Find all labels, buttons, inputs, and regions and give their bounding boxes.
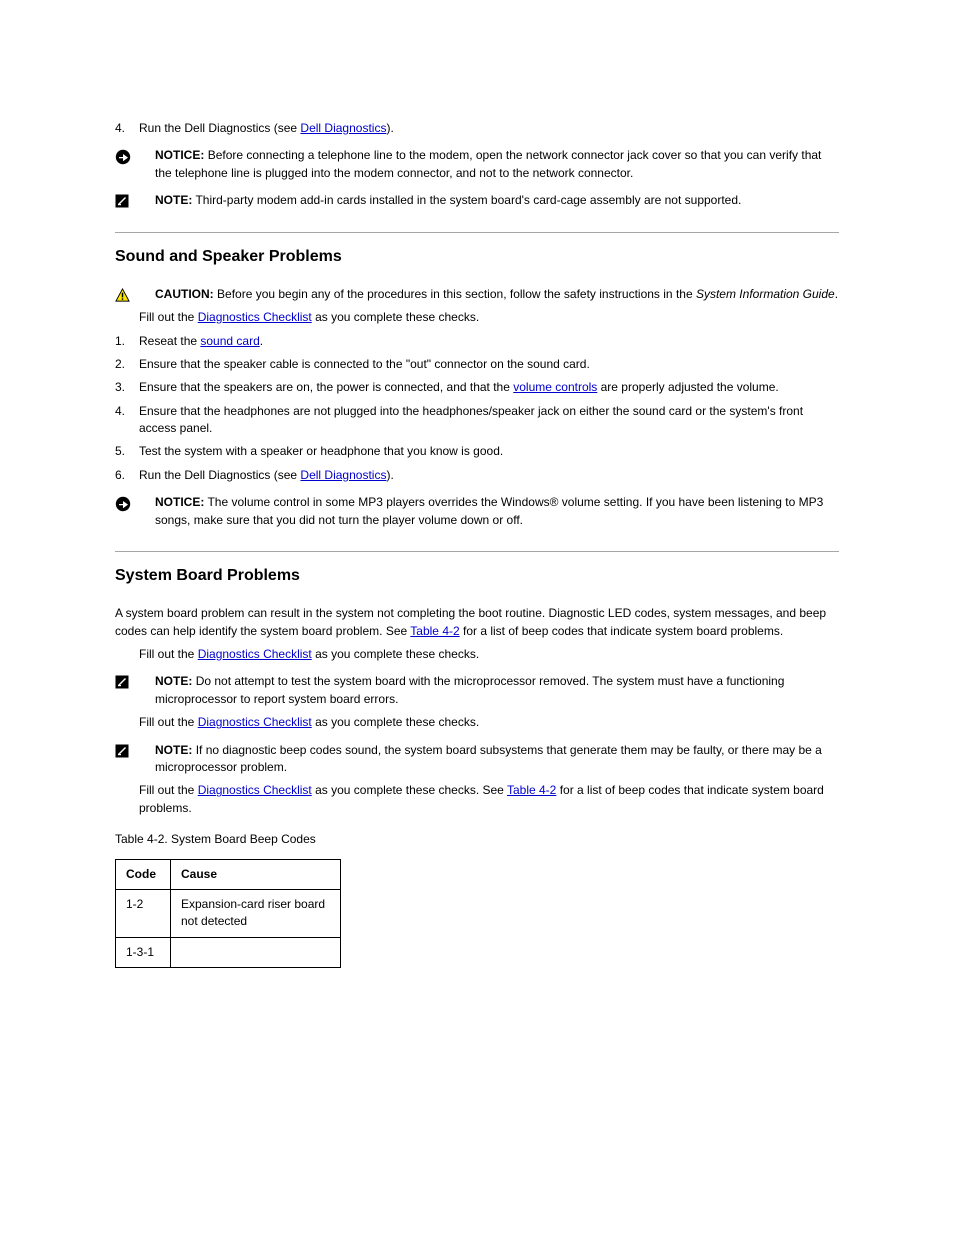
dell-diagnostics-link[interactable]: Dell Diagnostics <box>300 121 386 135</box>
cell-cause <box>171 937 341 967</box>
sound-step-4: 4. Ensure that the headphones are not pl… <box>115 403 839 438</box>
step-post: . <box>260 334 263 348</box>
table-caption: Table 4-2. System Board Beep Codes <box>115 831 839 848</box>
caution-text: Before you begin any of the procedures i… <box>217 287 838 301</box>
notice-label: NOTICE: <box>155 148 204 162</box>
fill-checklist-3: Fill out the Diagnostics Checklist as yo… <box>139 714 839 731</box>
note-label: NOTE: <box>155 743 192 757</box>
step-pre: Run the Dell Diagnostics (see <box>139 468 300 482</box>
notice-text: The volume control in some MP3 players o… <box>155 495 823 526</box>
table-row: 1-2 Expansion-card riser board not detec… <box>116 889 341 937</box>
fill-checklist-4: Fill out the Diagnostics Checklist as yo… <box>139 782 839 817</box>
note-text: Do not attempt to test the system board … <box>155 674 784 705</box>
caution-em: System Information Guide <box>696 287 835 301</box>
step-4: 4. Run the Dell Diagnostics (see Dell Di… <box>115 120 839 137</box>
step-pre: Ensure that the speakers are on, the pow… <box>139 380 513 394</box>
note-icon <box>115 194 131 210</box>
diagnostics-checklist-link-4[interactable]: Diagnostics Checklist <box>198 783 312 797</box>
sound-card-link[interactable]: sound card <box>200 334 259 348</box>
step-number: 3. <box>115 379 135 396</box>
step-pre: Reseat the <box>139 334 200 348</box>
section-title-sound: Sound and Speaker Problems <box>115 245 839 268</box>
diagnostics-checklist-link-3[interactable]: Diagnostics Checklist <box>198 715 312 729</box>
notice-icon <box>115 496 131 512</box>
sound-step-1: 1. Reseat the sound card. <box>115 333 839 350</box>
cell-code: 1-3-1 <box>116 937 171 967</box>
step-number: 6. <box>115 467 135 484</box>
step-post: are properly adjusted the volume. <box>597 380 778 394</box>
notice-modem: NOTICE: Before connecting a telephone li… <box>115 147 839 182</box>
step-post: ). <box>386 468 393 482</box>
board-intro: A system board problem can result in the… <box>115 605 839 640</box>
beep-codes-table: Code Cause 1-2 Expansion-card riser boar… <box>115 859 341 969</box>
note-no-beep: NOTE: If no diagnostic beep codes sound,… <box>115 742 839 777</box>
sound-step-6: 6. Run the Dell Diagnostics (see Dell Di… <box>115 467 839 484</box>
table-4-2-link-2[interactable]: Table 4-2 <box>507 783 556 797</box>
divider-2 <box>115 551 839 552</box>
step-text-post: ). <box>386 121 393 135</box>
caution-sound: CAUTION: Before you begin any of the pro… <box>115 286 839 303</box>
notice-label: NOTICE: <box>155 495 204 509</box>
cell-cause: Expansion-card riser board not detected <box>171 889 341 937</box>
notice-icon <box>115 149 131 165</box>
note-text: Third-party modem add-in cards installed… <box>195 193 741 207</box>
table-header-row: Code Cause <box>116 859 341 889</box>
dell-diagnostics-link-2[interactable]: Dell Diagnostics <box>300 468 386 482</box>
step-number: 1. <box>115 333 135 350</box>
fill-checklist-2: Fill out the Diagnostics Checklist as yo… <box>139 646 839 663</box>
volume-controls-link[interactable]: volume controls <box>513 380 597 394</box>
notice-text: Before connecting a telephone line to th… <box>155 148 821 179</box>
table-row: 1-3-1 <box>116 937 341 967</box>
divider-1 <box>115 232 839 233</box>
sound-steps-list: 1. Reseat the sound card. 2. Ensure that… <box>115 333 839 485</box>
sound-step-3: 3. Ensure that the speakers are on, the … <box>115 379 839 396</box>
diagnostics-checklist-link-2[interactable]: Diagnostics Checklist <box>198 647 312 661</box>
col-cause: Cause <box>171 859 341 889</box>
step-text: Ensure that the headphones are not plugg… <box>139 404 803 435</box>
diagnostics-checklist-link[interactable]: Diagnostics Checklist <box>198 310 312 324</box>
step-number: 4. <box>115 120 135 137</box>
step-number: 5. <box>115 443 135 460</box>
step-text: Test the system with a speaker or headph… <box>139 444 503 458</box>
col-code: Code <box>116 859 171 889</box>
note-microprocessor: NOTE: Do not attempt to test the system … <box>115 673 839 708</box>
step-number: 4. <box>115 403 135 420</box>
note-text: If no diagnostic beep codes sound, the s… <box>155 743 822 774</box>
caution-label: CAUTION: <box>155 287 214 301</box>
note-icon <box>115 744 131 760</box>
caution-icon <box>115 288 131 304</box>
fill-checklist-1: Fill out the Diagnostics Checklist as yo… <box>139 309 839 326</box>
note-thirdparty-modem: NOTE: Third-party modem add-in cards ins… <box>115 192 839 209</box>
step-text-pre: Run the Dell Diagnostics (see <box>139 121 300 135</box>
section-title-board: System Board Problems <box>115 564 839 587</box>
step-number: 2. <box>115 356 135 373</box>
cell-code: 1-2 <box>116 889 171 937</box>
sound-step-2: 2. Ensure that the speaker cable is conn… <box>115 356 839 373</box>
note-label: NOTE: <box>155 193 192 207</box>
note-label: NOTE: <box>155 674 192 688</box>
notice-mp3: NOTICE: The volume control in some MP3 p… <box>115 494 839 529</box>
top-steps-list: 4. Run the Dell Diagnostics (see Dell Di… <box>115 120 839 137</box>
step-text: Ensure that the speaker cable is connect… <box>139 357 590 371</box>
table-4-2-link[interactable]: Table 4-2 <box>410 624 459 638</box>
sound-step-5: 5. Test the system with a speaker or hea… <box>115 443 839 460</box>
note-icon <box>115 675 131 691</box>
